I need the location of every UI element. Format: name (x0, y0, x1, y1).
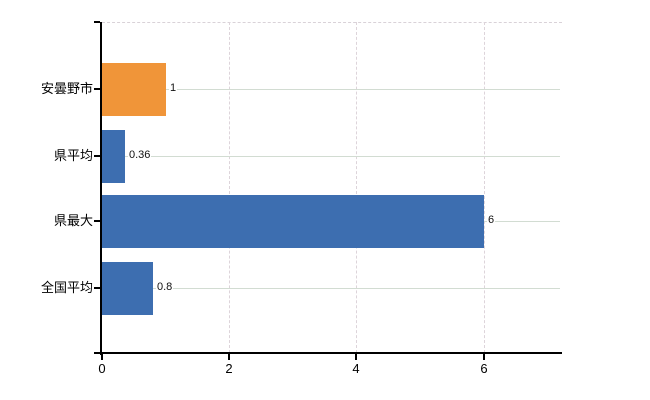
x-tick-label-4: 4 (352, 361, 360, 376)
category-label-県平均: 県平均 (53, 148, 93, 163)
x-tick-2 (228, 354, 230, 360)
x-tick-6 (483, 354, 485, 360)
category-label-安曇野市: 安曇野市 (40, 81, 93, 96)
plot-top-border (102, 22, 562, 23)
y-tick-安曇野市 (94, 88, 100, 90)
vertical-gridline-2 (229, 22, 230, 353)
vertical-gridline-4 (356, 22, 357, 353)
horizontal-gridline-3 (102, 288, 560, 289)
data-label-県平均: 0.36 (128, 149, 152, 162)
category-label-全国平均: 全国平均 (40, 280, 93, 295)
x-tick-label-0: 0 (98, 361, 106, 376)
x-tick-0 (101, 354, 103, 360)
data-label-安曇野市: 1 (169, 82, 178, 95)
bar-安曇野市 (102, 63, 166, 116)
bar-県平均 (102, 130, 125, 183)
x-tick-label-6: 6 (480, 361, 488, 376)
y-tick-全国平均 (94, 287, 100, 289)
x-tick-4 (355, 354, 357, 360)
data-label-全国平均: 0.8 (156, 281, 174, 294)
data-label-県最大: 6 (487, 214, 496, 227)
bar-全国平均 (102, 262, 153, 315)
x-tick-label-2: 2 (225, 361, 233, 376)
y-edge-tick-0 (94, 21, 100, 23)
y-axis-line (100, 22, 102, 355)
y-tick-県最大 (94, 220, 100, 222)
horizontal-gridline-0 (102, 89, 560, 90)
x-axis-line (100, 352, 562, 354)
vertical-gridline-6 (484, 22, 485, 353)
bar-県最大 (102, 195, 484, 248)
category-label-県最大: 県最大 (53, 213, 93, 228)
y-edge-tick-1 (94, 352, 100, 354)
y-tick-県平均 (94, 155, 100, 157)
horizontal-gridline-1 (102, 156, 560, 157)
